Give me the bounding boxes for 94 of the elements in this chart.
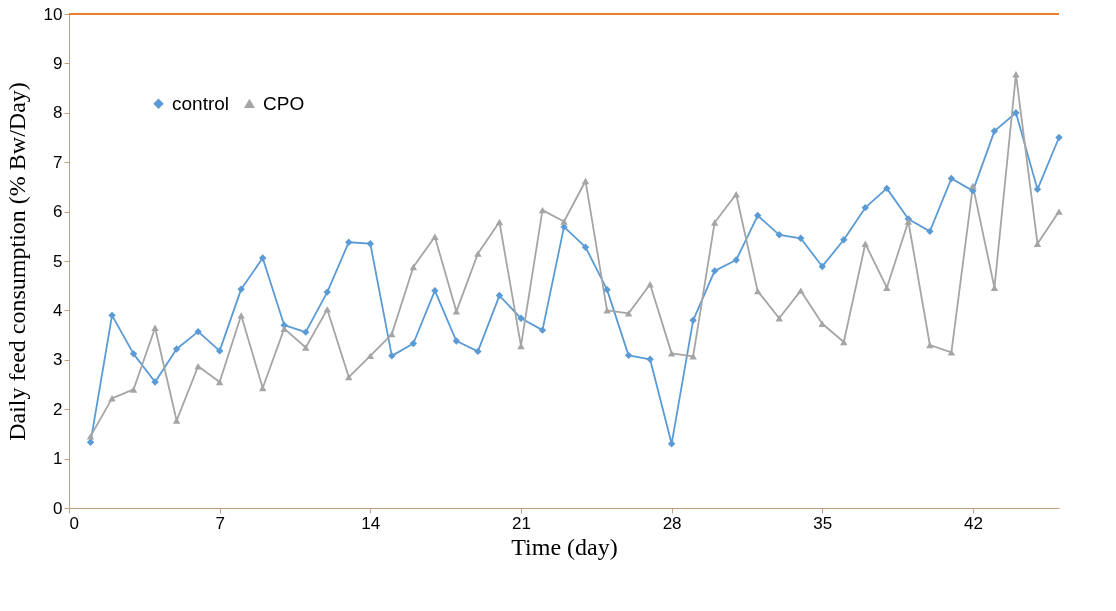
point bbox=[581, 177, 590, 185]
legend-label: control bbox=[172, 92, 230, 114]
point bbox=[840, 236, 848, 244]
point bbox=[861, 203, 870, 212]
point bbox=[345, 238, 353, 246]
x-tick-label: 7 bbox=[215, 513, 225, 533]
y-tick-label: 9 bbox=[53, 53, 63, 73]
x-axis-title: Time (day) bbox=[511, 533, 618, 560]
point bbox=[560, 218, 568, 225]
point bbox=[861, 240, 870, 247]
point bbox=[797, 234, 805, 242]
point bbox=[409, 263, 418, 271]
point bbox=[947, 174, 956, 183]
y-tick-label: 7 bbox=[53, 152, 63, 172]
y-tick-label: 4 bbox=[53, 300, 63, 320]
point bbox=[969, 182, 977, 190]
point bbox=[323, 288, 331, 296]
point bbox=[603, 285, 611, 294]
point bbox=[388, 352, 396, 360]
y-tick-label: 2 bbox=[53, 399, 63, 419]
point bbox=[883, 284, 891, 291]
y-tick-label: 1 bbox=[53, 449, 63, 469]
point bbox=[108, 311, 116, 320]
point bbox=[538, 326, 547, 334]
point bbox=[710, 219, 719, 226]
point bbox=[775, 315, 783, 322]
point bbox=[818, 262, 826, 271]
point bbox=[129, 350, 138, 358]
x-tick-label: 0 bbox=[69, 513, 79, 533]
point bbox=[689, 353, 697, 360]
point bbox=[409, 339, 418, 348]
point bbox=[215, 378, 224, 386]
point bbox=[667, 350, 676, 357]
point bbox=[797, 287, 805, 294]
point bbox=[753, 287, 762, 295]
x-tick-label: 35 bbox=[813, 513, 833, 533]
y-tick-label: 8 bbox=[53, 103, 63, 123]
x-tick-label: 21 bbox=[512, 513, 531, 533]
point bbox=[215, 347, 224, 355]
point bbox=[926, 227, 934, 236]
point bbox=[926, 341, 934, 349]
point bbox=[151, 324, 159, 331]
point bbox=[732, 191, 740, 198]
point bbox=[689, 316, 697, 324]
point bbox=[581, 243, 590, 251]
point bbox=[990, 127, 999, 135]
y-axis-title: Daily feed consumption (% Bw/Day) bbox=[3, 82, 30, 441]
point bbox=[603, 307, 611, 314]
y-tick-label: 0 bbox=[53, 498, 63, 518]
x-tick-label: 14 bbox=[361, 513, 381, 533]
point bbox=[280, 325, 288, 332]
x-tick-label: 28 bbox=[662, 513, 682, 533]
point bbox=[947, 349, 956, 356]
point bbox=[753, 211, 762, 220]
point bbox=[646, 355, 654, 364]
point bbox=[624, 310, 633, 317]
point bbox=[710, 267, 719, 275]
point bbox=[431, 233, 439, 241]
point bbox=[775, 231, 783, 239]
point bbox=[624, 351, 633, 360]
point bbox=[474, 250, 482, 257]
y-tick-label: 6 bbox=[53, 202, 63, 222]
point bbox=[108, 395, 116, 402]
point bbox=[86, 433, 95, 440]
point bbox=[258, 254, 267, 262]
point bbox=[366, 240, 375, 248]
point bbox=[366, 352, 375, 360]
point bbox=[129, 386, 138, 393]
point bbox=[883, 184, 891, 193]
point bbox=[452, 337, 461, 345]
point bbox=[237, 285, 245, 293]
point bbox=[840, 338, 848, 346]
point bbox=[818, 320, 826, 327]
point bbox=[302, 328, 310, 336]
point bbox=[172, 345, 181, 353]
y-tick-label: 10 bbox=[43, 4, 63, 24]
y-tick-label: 3 bbox=[53, 350, 63, 370]
point bbox=[517, 314, 525, 323]
x-tick-label: 42 bbox=[963, 513, 983, 533]
point bbox=[1033, 185, 1042, 194]
legend-label: CPO bbox=[263, 92, 305, 114]
y-tick-label: 5 bbox=[53, 251, 63, 271]
point bbox=[474, 347, 482, 356]
point bbox=[1055, 133, 1063, 142]
point bbox=[323, 306, 331, 313]
point bbox=[495, 291, 504, 300]
point bbox=[667, 440, 676, 448]
point bbox=[538, 206, 547, 214]
point bbox=[431, 286, 439, 295]
point bbox=[194, 327, 202, 336]
point bbox=[1055, 208, 1063, 215]
point bbox=[302, 344, 310, 351]
point bbox=[495, 218, 504, 226]
point bbox=[237, 312, 245, 319]
